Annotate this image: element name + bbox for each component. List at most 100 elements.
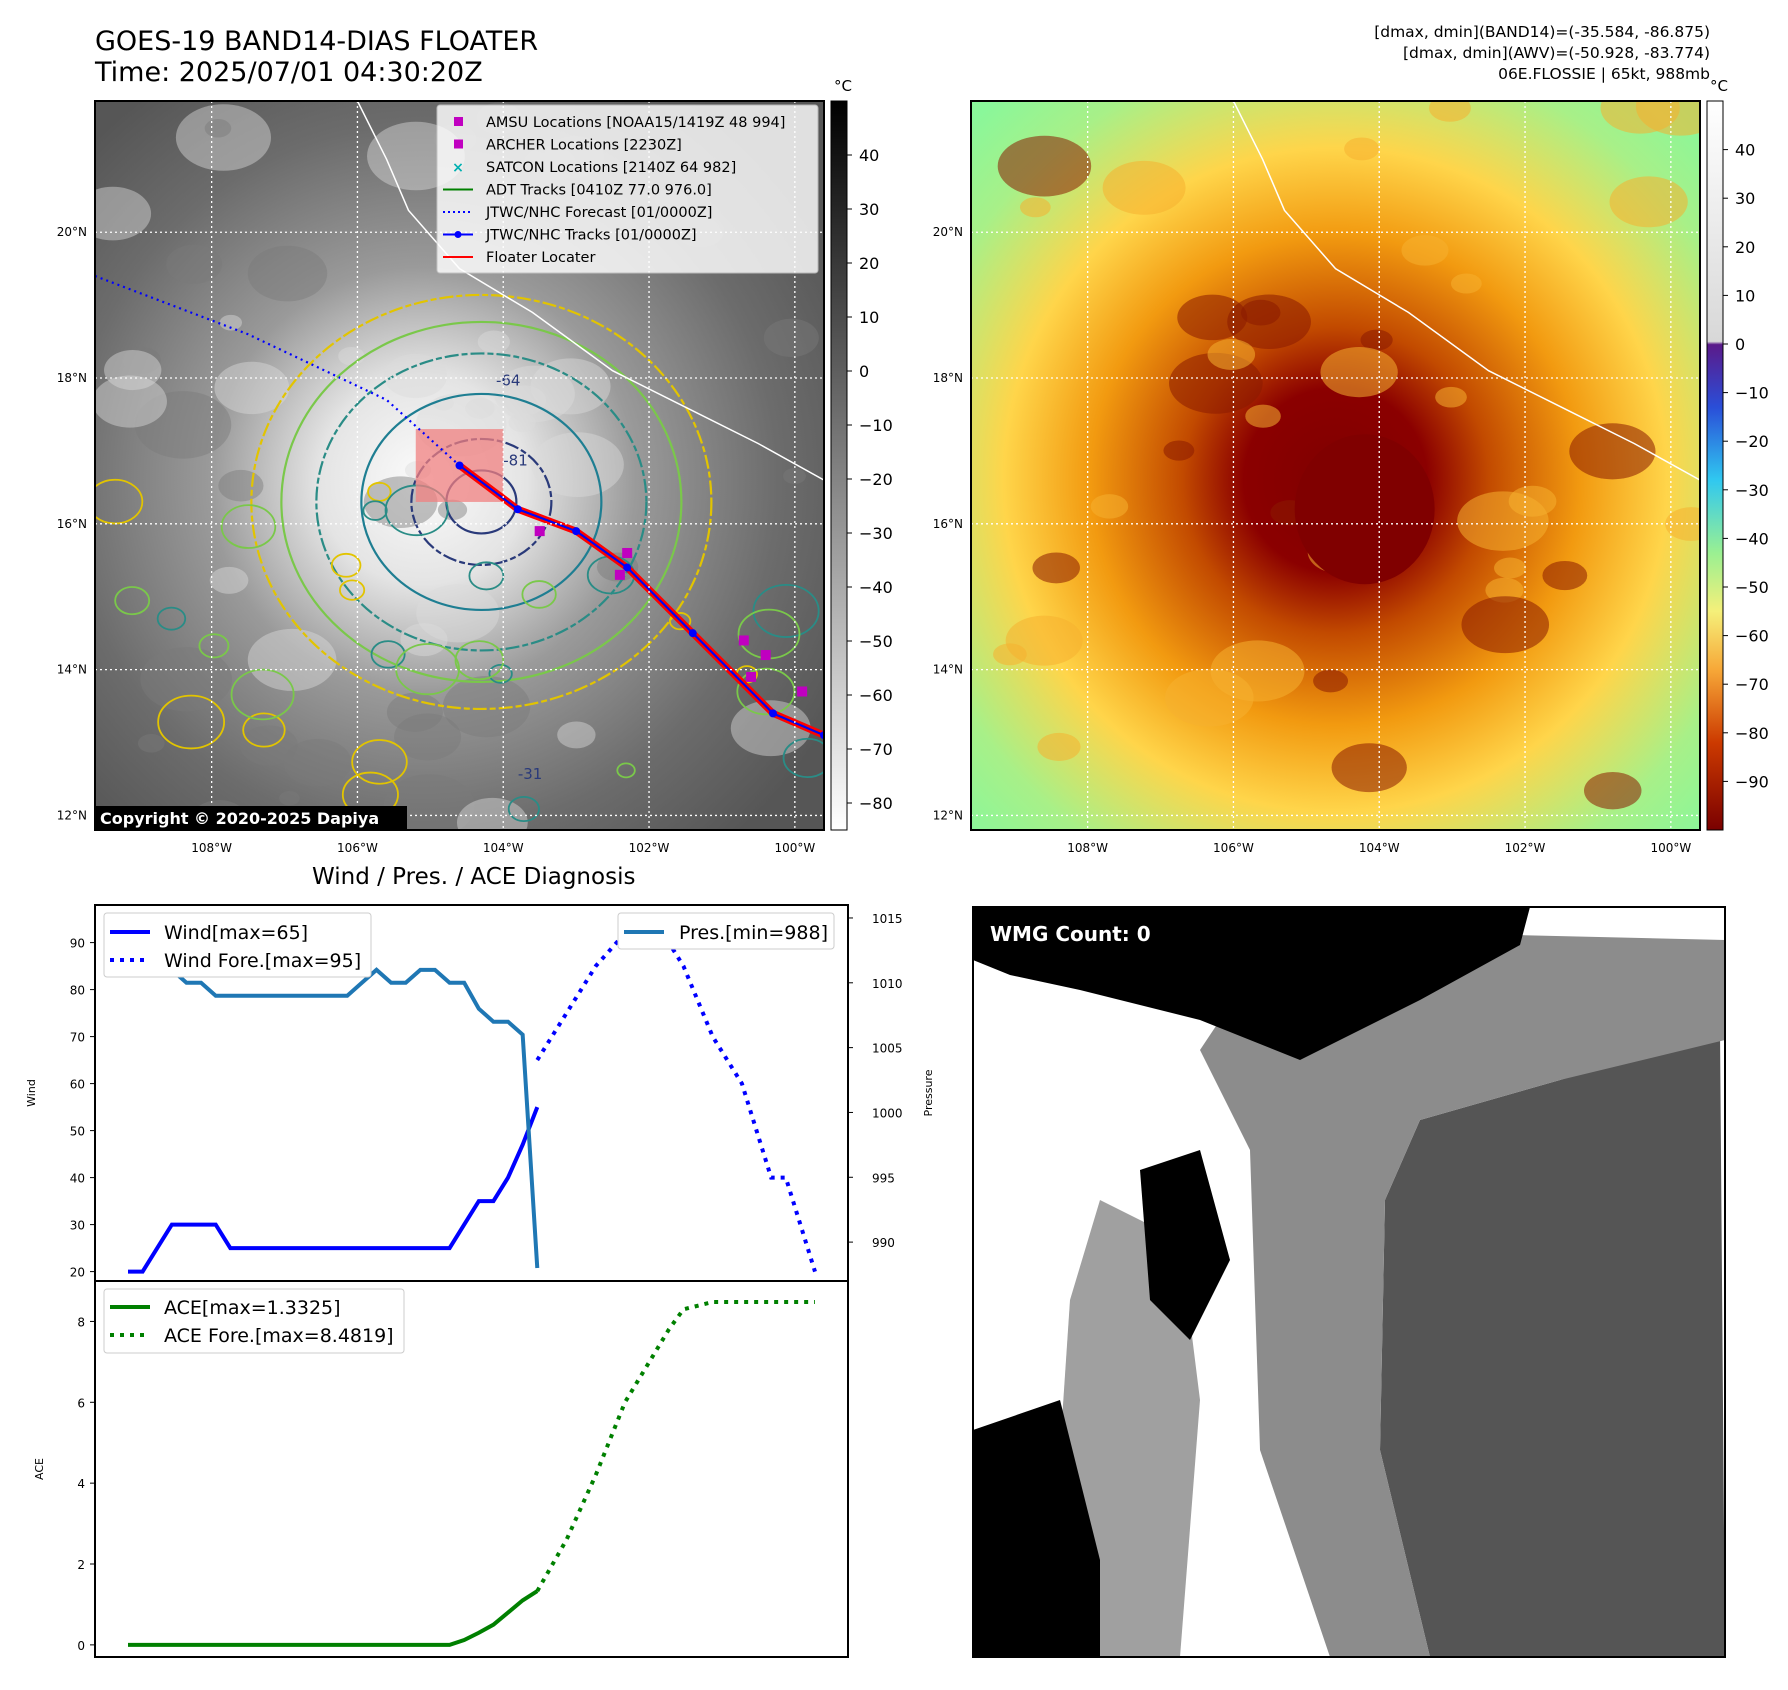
series-line (128, 1106, 540, 1274)
moisture-blob (997, 135, 1092, 197)
cloud-blob (166, 244, 223, 284)
moisture-blob (1429, 101, 1471, 122)
temperature-contour (230, 668, 295, 721)
legend-marker: × (452, 160, 464, 176)
left-colorbar-tick-label: −20 (859, 470, 893, 489)
cloud-blob (338, 346, 365, 366)
moisture-blob (1494, 557, 1527, 579)
left-colorbar-tick-label: 40 (859, 146, 879, 165)
longitude-label: 106°W (337, 841, 378, 855)
awv-map-panel-frame (970, 100, 1701, 831)
awv-range: [dmax, dmin](AWV)=(-50.928, -83.774) (1403, 44, 1710, 62)
temperature-contour (280, 320, 683, 684)
cloud-blob (137, 733, 165, 753)
temperature-contour (454, 640, 505, 681)
left-colorbar-tick-label: −60 (859, 686, 893, 705)
pressure-axis-label: Pressure (922, 1069, 935, 1116)
wind-ytick-label: 90 (70, 937, 85, 951)
right-colorbar-tick-label: −80 (1735, 724, 1769, 743)
cloud-blob (214, 361, 290, 415)
ace-legend-label: ACE[max=1.3325] (164, 1297, 341, 1319)
moisture-blob (1177, 294, 1248, 341)
legend-label: ADT Tracks [0410Z 77.0 976.0] (486, 183, 712, 199)
ace-ytick-label: 8 (77, 1315, 85, 1329)
cloud-blob (442, 675, 531, 738)
latitude-label: 14°N (933, 663, 963, 677)
latitude-label: 14°N (57, 663, 87, 677)
longitude-label: 100°W (774, 841, 815, 855)
moisture-blob (1609, 176, 1688, 228)
ace-ytick-label: 4 (77, 1477, 85, 1491)
longitude-label: 102°W (1505, 841, 1546, 855)
longitude-label: 100°W (1650, 841, 1691, 855)
moisture-blob (1542, 560, 1588, 591)
cloud-blob (477, 330, 510, 354)
amsu-marker (797, 686, 808, 697)
left-colorbar-tick-label: 10 (859, 308, 879, 327)
right-colorbar-tick-label: −10 (1735, 384, 1769, 403)
legend-marker (454, 231, 462, 238)
ir-map-panel-frame (94, 100, 825, 831)
moisture-blob (1600, 101, 1680, 134)
right-colorbar-tick-label: −50 (1735, 578, 1769, 597)
temperature-contour (242, 712, 286, 748)
cloud-blob (416, 584, 500, 643)
legend-label: SATCON Locations [2140Z 64 982] (486, 160, 736, 176)
cloud-blob (218, 469, 264, 502)
moisture-blob (1450, 273, 1482, 294)
pressure-ytick-label: 1000 (872, 1106, 903, 1120)
cloud-blob (456, 797, 528, 830)
ace-ytick-label: 2 (77, 1558, 85, 1572)
series-line (535, 1300, 815, 1593)
moisture-blob (1320, 346, 1398, 398)
series-line (128, 915, 540, 1269)
series-line (128, 1589, 539, 1647)
temperature-contour (521, 580, 557, 609)
moisture-blob (1240, 299, 1281, 326)
cloud-blob (247, 245, 328, 302)
moisture-blob (1019, 197, 1051, 218)
wind-ytick-label: 80 (70, 984, 85, 998)
legend-label: ARCHER Locations [2230Z] (486, 138, 682, 154)
longitude-label: 104°W (483, 841, 524, 855)
pressure-legend-box (617, 912, 835, 950)
cloud-blob (283, 738, 352, 787)
moisture-blob (1435, 386, 1467, 408)
wind-legend-label: Wind[max=65] (164, 922, 308, 944)
temperature-contour (370, 640, 406, 669)
contour-label: -64 (496, 371, 521, 389)
wind-ytick-label: 60 (70, 1078, 85, 1092)
coastline (356, 101, 824, 481)
cloud-blob (204, 118, 232, 138)
left-colorbar-unit: °C (834, 77, 852, 95)
storm-core (1294, 434, 1435, 585)
pressure-ytick-label: 990 (872, 1236, 895, 1250)
temperature-contour (250, 293, 713, 711)
wind-ytick-label: 70 (70, 1031, 85, 1045)
left-colorbar-tick-label: −70 (859, 740, 893, 759)
wind-ytick-label: 30 (70, 1219, 85, 1233)
wmg-top-black (973, 907, 1530, 1060)
cloud-blob (175, 104, 272, 171)
map-legend: AMSU Locations [NOAA15/1419Z 48 994] ARCH… (436, 104, 819, 274)
cloud-blob (437, 499, 468, 521)
coastline (1232, 101, 1700, 481)
pressure-ytick-label: 1005 (872, 1042, 903, 1056)
cloud-blob (730, 700, 811, 757)
moisture-blob (1165, 668, 1254, 727)
latitude-label: 20°N (57, 225, 87, 239)
temperature-contour (468, 561, 505, 591)
latitude-label: 12°N (57, 808, 87, 822)
right-colorbar-tick-label: −40 (1735, 529, 1769, 548)
wmg-bottom-black (973, 1400, 1100, 1657)
latitude-label: 18°N (57, 371, 87, 385)
copyright-badge: Copyright © 2020-2025 Dapiya (95, 806, 407, 830)
cloud-blob (557, 721, 596, 749)
moisture-blob (1569, 423, 1656, 480)
moisture-blob (1163, 440, 1195, 461)
pressure-ytick-label: 1010 (872, 977, 903, 991)
moisture-blob (1344, 137, 1380, 161)
cloud-blob (140, 647, 233, 712)
moisture-blob (1584, 771, 1642, 810)
amsu-marker (746, 671, 757, 682)
